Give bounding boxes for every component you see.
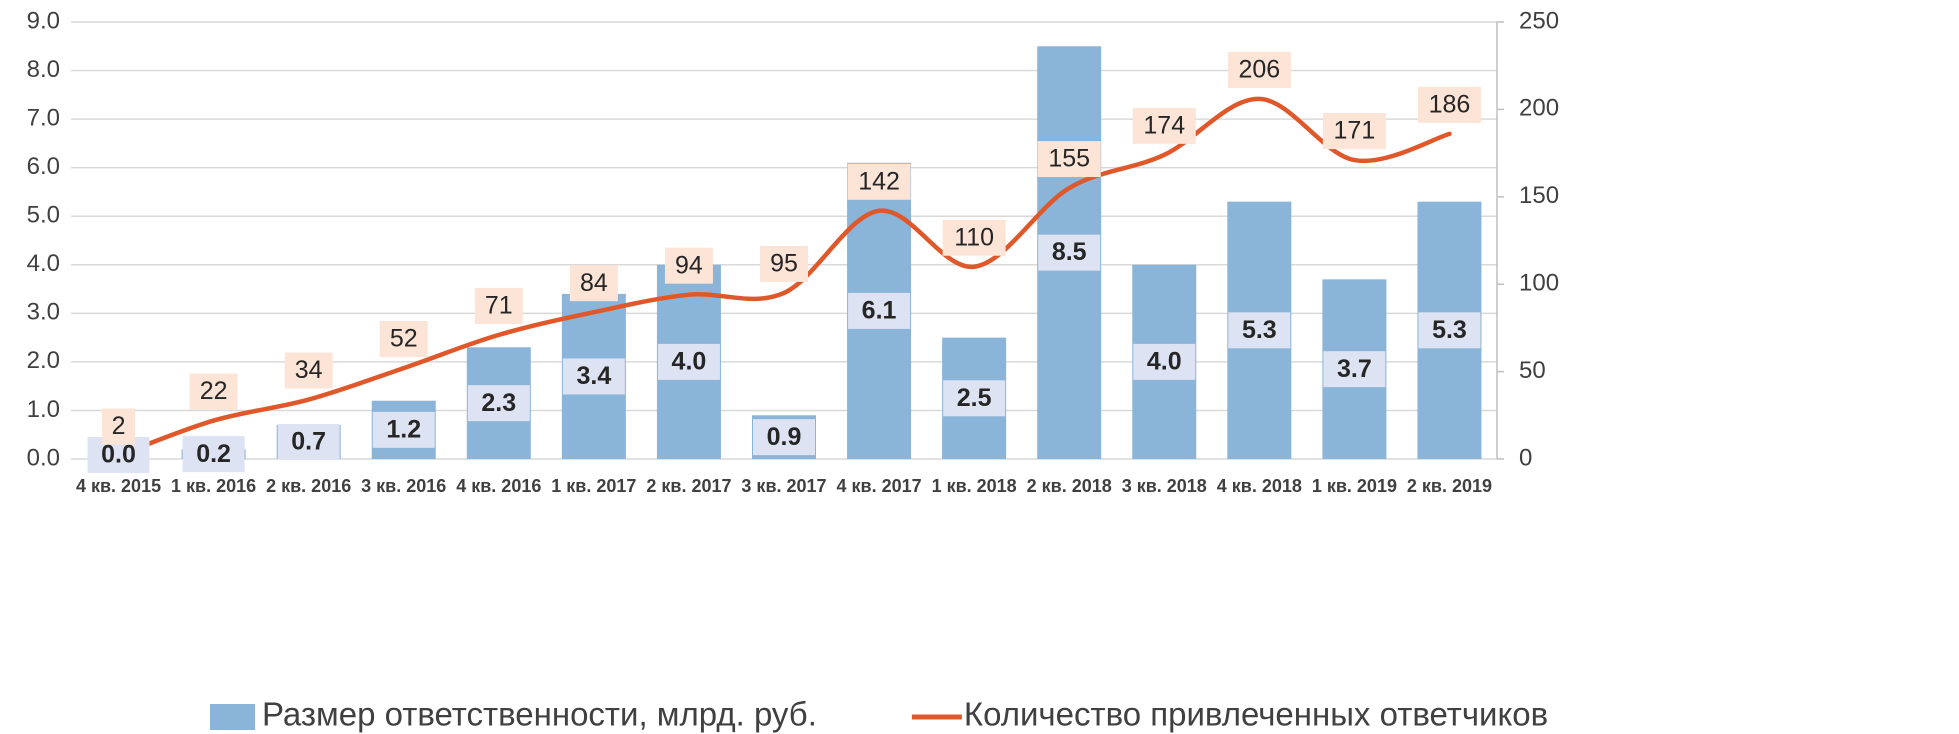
bar-value-label-bg [753,419,815,456]
line-value-label-bg [1037,141,1101,178]
bar-value-label: 2.5 [957,384,992,412]
line-value-label: 206 [1238,56,1280,84]
y2-tick-label: 100 [1519,270,1559,297]
bar-value-label-bg [562,358,625,395]
y-tick-label: 7.0 [27,104,60,131]
bar-value-label: 3.4 [576,362,611,390]
x-tick-label: 4 кв. 2018 [1217,476,1302,496]
line-value-label-bg [760,245,808,282]
y2-tick-label: 250 [1519,7,1559,34]
line-value-label-bg [1322,113,1386,150]
y2-tick-label: 200 [1519,95,1559,122]
bar-value-label-bg [1418,312,1481,349]
line-value-label-bg [102,408,136,445]
y-tick-label: 1.0 [27,396,60,423]
line-value-label-bg [189,373,238,410]
x-tick-label: 4 кв. 2016 [456,476,541,496]
bar-value-label: 0.9 [767,423,802,451]
x-tick-label: 4 кв. 2015 [76,476,161,496]
y-tick-label: 9.0 [27,7,60,34]
line-value-label: 110 [954,223,994,251]
line-value-label: 95 [770,250,798,278]
legend-label: Количество привлеченных ответчиков [964,696,1548,733]
bar-value-label: 5.3 [1432,316,1467,344]
line-value-label: 186 [1429,90,1471,118]
x-tick-label: 2 кв. 2019 [1407,476,1492,496]
line-value-label-bg [942,219,1006,256]
y-tick-label: 5.0 [27,202,60,229]
bar-value-label: 0.7 [291,428,326,456]
line-value-label: 155 [1048,145,1090,173]
line-value-label: 84 [580,269,608,297]
line-value-label: 34 [295,356,323,384]
y2-tick-label: 50 [1519,357,1546,384]
line-value-label-bg [664,247,713,284]
bar-value-label: 4.0 [672,347,707,375]
bar-value-label-bg [467,385,530,422]
line-value-label-bg [847,163,911,200]
line-value-label-bg [1227,51,1291,88]
y-tick-label: 8.0 [27,56,60,83]
bar-value-label-bg [1323,351,1386,388]
y-tick-label: 0.0 [27,444,60,471]
bar-value-label: 4.0 [1147,347,1182,375]
x-tick-label: 1 кв. 2019 [1312,476,1397,496]
line-value-label: 22 [200,377,228,405]
y2-tick-label: 150 [1519,182,1559,209]
line-value-label-bg [284,352,333,389]
line-value-label: 142 [858,167,900,195]
legend-swatch [210,704,255,730]
x-tick-label: 1 кв. 2017 [551,476,636,496]
bar-value-label: 0.0 [101,441,136,469]
line-value-label-bg [474,287,523,324]
x-tick-label: 4 кв. 2017 [836,476,921,496]
line-value-label: 174 [1143,111,1185,139]
line-value-label: 52 [390,325,418,353]
y-tick-label: 2.0 [27,347,60,374]
bar-value-label: 5.3 [1242,316,1277,344]
bar-value-label-bg [372,411,435,448]
x-tick-label: 3 кв. 2018 [1122,476,1207,496]
y2-tick-label: 0 [1519,444,1532,471]
line-value-label-bg [1132,107,1196,144]
line-value-label: 2 [112,412,126,440]
line-value-label-bg [1417,86,1481,123]
x-tick-label: 2 кв. 2017 [646,476,731,496]
x-tick-label: 3 кв. 2016 [361,476,446,496]
bar-value-label-bg [657,343,720,380]
x-tick-label: 2 кв. 2016 [266,476,351,496]
bar-value-label: 2.3 [481,389,516,417]
bar-value-label: 8.5 [1052,238,1087,266]
bar-value-label-bg [1133,343,1196,380]
legend-label: Размер ответственности, млрд. руб. [262,696,817,733]
y-tick-label: 4.0 [27,250,60,277]
bar-value-label: 1.2 [386,415,421,443]
bar-value-label-bg [1228,312,1291,349]
x-tick-label: 1 кв. 2018 [932,476,1017,496]
bar-value-label-bg [182,436,245,473]
y-tick-label: 3.0 [27,299,60,326]
x-tick-label: 3 кв. 2017 [741,476,826,496]
bar-value-label-bg [943,380,1006,417]
bar-value-label-bg [277,424,340,461]
line-value-label: 94 [675,251,703,279]
x-tick-label: 1 кв. 2016 [171,476,256,496]
line-value-label: 171 [1334,117,1376,145]
bar-value-label-bg [1038,234,1101,271]
y-tick-label: 6.0 [27,153,60,180]
bar-value-label-bg [848,292,911,329]
line-value-label-bg [379,321,428,358]
line-value-label-bg [569,265,618,302]
line-value-label: 71 [485,292,513,320]
x-tick-label: 2 кв. 2018 [1027,476,1112,496]
bar-value-label: 0.2 [196,440,231,468]
bar-value-label: 3.7 [1337,355,1372,383]
bar-value-label: 6.1 [862,297,897,325]
